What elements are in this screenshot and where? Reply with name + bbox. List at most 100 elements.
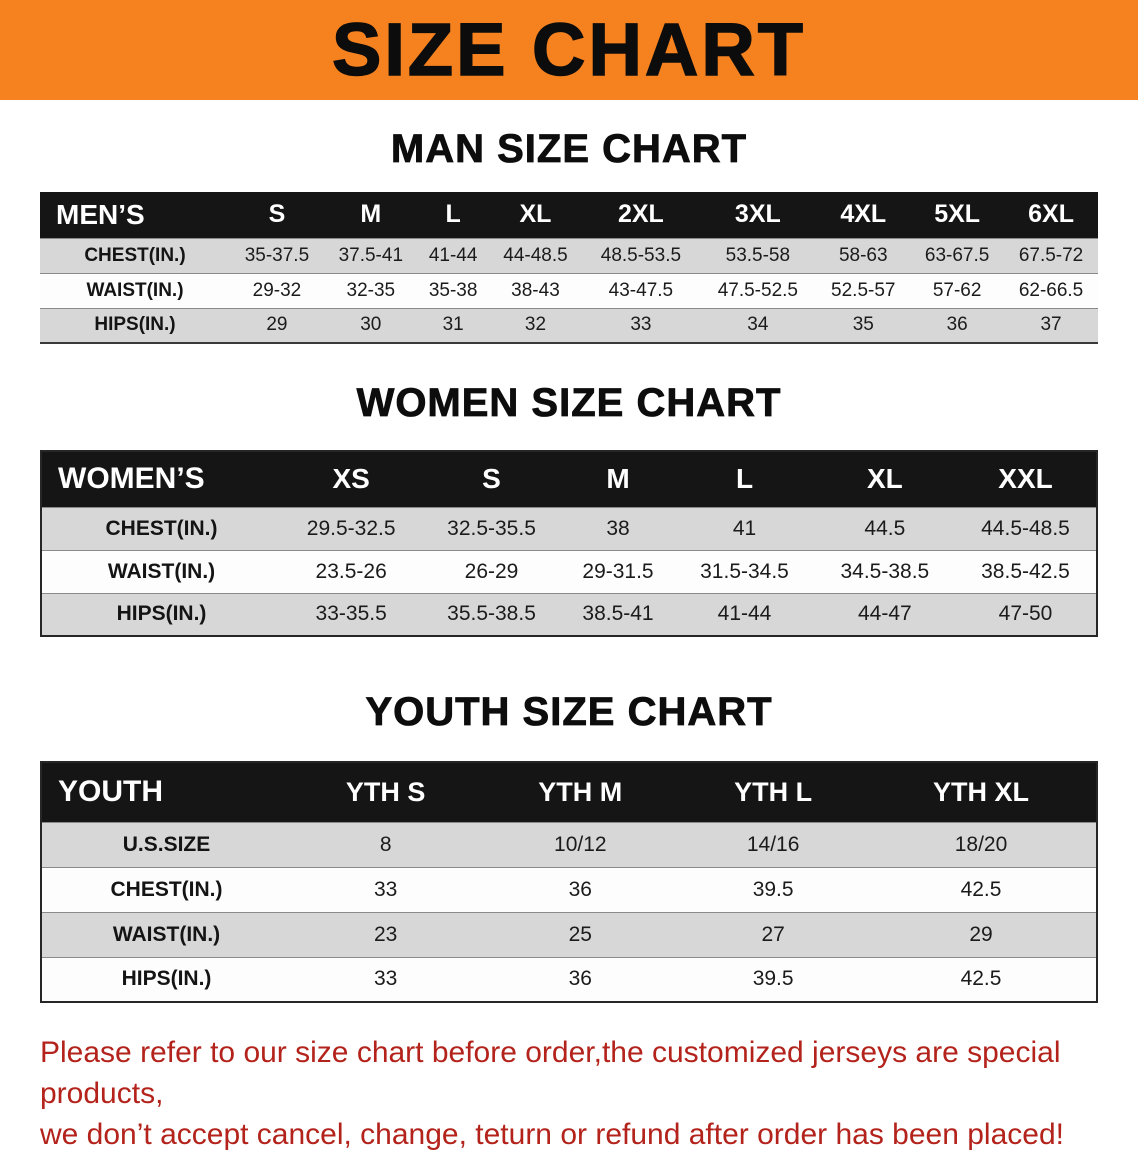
men-size-table: MEN’S S M L XL 2XL 3XL 4XL 5XL 6XL CHEST(IN.) 35-37… — [40, 192, 1098, 344]
row-label: CHEST(IN.) — [110, 877, 223, 901]
size-value-cell: 39.5 — [752, 877, 794, 901]
column-header: 4XL — [840, 200, 887, 229]
women-table-head: WOMEN’S XS S M L XL XXL — [41, 451, 1097, 507]
size-value-cell: 37 — [1040, 314, 1062, 336]
header-row: YOUTH YTH S YTH M YTH L YTH XL — [41, 762, 1097, 822]
row-label: CHEST(IN.) — [84, 244, 186, 266]
size-value-cell: 36 — [568, 967, 592, 991]
sections-container: MAN SIZE CHART MEN’S S M L XL 2XL 3XL 4XL 5XL 6XL C… — [0, 126, 1138, 1003]
table-row: HIPS(IN.) 33 36 39.5 42.5 — [41, 957, 1097, 1002]
row-label: HIPS(IN.) — [94, 314, 176, 336]
column-header: S — [482, 463, 501, 495]
size-value-cell: 38.5-42.5 — [981, 559, 1070, 583]
size-value-cell: 25 — [568, 922, 592, 946]
size-value-cell: 41-44 — [428, 244, 478, 266]
column-header: 2XL — [617, 200, 664, 229]
size-value-cell: 35-38 — [428, 279, 478, 301]
table-row: HIPS(IN.) 29 30 31 32 33 34 35 36 37 — [40, 308, 1098, 343]
column-header: M — [606, 463, 630, 495]
column-header: L — [735, 463, 754, 495]
size-value-cell: 42.5 — [960, 877, 1002, 901]
row-label: WAIST(IN.) — [112, 922, 221, 946]
size-value-cell: 36 — [568, 877, 592, 901]
men-table-body: CHEST(IN.) 35-37.5 37.5-41 41-44 44-48.5 48.5… — [40, 238, 1098, 343]
size-value-cell: 14/16 — [746, 832, 800, 856]
youth-size-heading: YOUTH SIZE CHART — [365, 690, 773, 735]
size-value-cell: 38.5-41 — [582, 602, 654, 626]
column-header: XL — [519, 200, 552, 229]
youth-size-table: YOUTH YTH S YTH M YTH L YTH XL U.S.SIZE 8 10/12… — [40, 761, 1098, 1003]
size-value-cell: 29 — [266, 314, 288, 336]
size-value-cell: 33 — [373, 967, 398, 991]
size-value-cell: 52.5-57 — [831, 279, 896, 301]
size-value-cell: 18/20 — [954, 832, 1008, 856]
size-value-cell: 53.5-58 — [725, 244, 791, 266]
size-value-cell: 41-44 — [717, 602, 772, 626]
footer-note-line1: Please refer to our size chart before or… — [40, 1036, 1061, 1110]
size-value-cell: 31.5-34.5 — [700, 559, 789, 583]
column-header: XL — [866, 463, 903, 495]
column-header: S — [268, 200, 286, 229]
size-value-cell: 67.5-72 — [1018, 244, 1084, 266]
size-value-cell: 48.5-53.5 — [600, 244, 682, 266]
table-row: U.S.SIZE 8 10/12 14/16 18/20 — [41, 822, 1097, 867]
column-header: L — [445, 200, 461, 229]
size-value-cell: 29-31.5 — [582, 559, 654, 583]
men-size-section: MAN SIZE CHART MEN’S S M L XL 2XL 3XL 4XL 5XL 6XL C… — [0, 126, 1138, 344]
size-value-cell: 44-48.5 — [503, 244, 568, 266]
row-label: WAIST(IN.) — [86, 279, 184, 301]
size-value-cell: 36 — [946, 314, 968, 336]
row-label: HIPS(IN.) — [121, 967, 212, 991]
size-value-cell: 37.5-41 — [338, 244, 404, 266]
size-value-cell: 34.5-38.5 — [840, 559, 930, 583]
size-value-cell: 33 — [630, 314, 652, 336]
size-value-cell: 38-43 — [511, 279, 560, 301]
size-value-cell: 35-37.5 — [244, 244, 310, 266]
row-label: CHEST(IN.) — [105, 516, 218, 540]
youth-size-section: YOUTH SIZE CHART YOUTH YTH S YTH M YTH L YTH … — [0, 689, 1138, 1003]
table-row: WAIST(IN.) 23 25 27 29 — [41, 912, 1097, 957]
size-value-cell: 23.5-26 — [315, 559, 387, 583]
size-value-cell: 30 — [360, 314, 382, 336]
size-value-cell: 27 — [761, 922, 785, 946]
size-value-cell: 63-67.5 — [924, 244, 990, 266]
size-value-cell: 44.5 — [864, 516, 906, 540]
column-header: YTH S — [345, 776, 426, 807]
page-title: SIZE CHART — [331, 8, 806, 91]
size-value-cell: 34 — [747, 314, 769, 336]
column-header: 5XL — [934, 200, 981, 229]
size-value-cell: 29.5-32.5 — [306, 516, 396, 540]
size-value-cell: 8 — [379, 832, 392, 856]
size-value-cell: 33 — [373, 877, 398, 901]
men-table-head: MEN’S S M L XL 2XL 3XL 4XL 5XL 6XL — [40, 192, 1098, 238]
size-value-cell: 29 — [969, 922, 993, 946]
table-row: CHEST(IN.) 29.5-32.5 32.5-35.5 38 41 44.5 44.5… — [41, 507, 1097, 550]
column-header: YTH XL — [932, 776, 1029, 807]
men-size-heading: MAN SIZE CHART — [390, 127, 748, 172]
women-size-heading: WOMEN SIZE CHART — [356, 381, 782, 426]
footer-note-line2: we don’t accept cancel, change, teturn o… — [40, 1117, 1064, 1151]
size-value-cell: 26-29 — [464, 559, 519, 583]
size-value-cell: 41 — [732, 516, 757, 540]
table-row: CHEST(IN.) 35-37.5 37.5-41 41-44 44-48.5 48.5… — [40, 238, 1098, 273]
size-value-cell: 32 — [524, 314, 547, 336]
size-value-cell: 23 — [373, 922, 398, 946]
youth-table-head: YOUTH YTH S YTH M YTH L YTH XL — [41, 762, 1097, 822]
column-header: 6XL — [1028, 200, 1074, 229]
column-header: XXL — [998, 463, 1053, 495]
table-row: HIPS(IN.) 33-35.5 35.5-38.5 38.5-41 41-44 44-… — [41, 593, 1097, 636]
row-label: U.S.SIZE — [122, 832, 211, 856]
size-value-cell: 42.5 — [960, 967, 1002, 991]
size-value-cell: 58-63 — [838, 244, 888, 266]
row-label: WAIST(IN.) — [107, 559, 216, 583]
size-value-cell: 32-35 — [346, 279, 396, 301]
women-size-table: WOMEN’S XS S M L XL XXL CHEST(IN.) 29.5-32.5 32.5… — [40, 450, 1098, 637]
size-value-cell: 47.5-52.5 — [717, 279, 798, 301]
women-size-section: WOMEN SIZE CHART WOMEN’S XS S M L XL XXL CHEST(I… — [0, 380, 1138, 637]
men-table-title: MEN’S — [56, 198, 145, 230]
header-row: WOMEN’S XS S M L XL XXL — [41, 451, 1097, 507]
title-banner: SIZE CHART — [0, 0, 1138, 100]
women-table-title: WOMEN’S — [58, 462, 205, 496]
size-value-cell: 47-50 — [998, 602, 1053, 626]
